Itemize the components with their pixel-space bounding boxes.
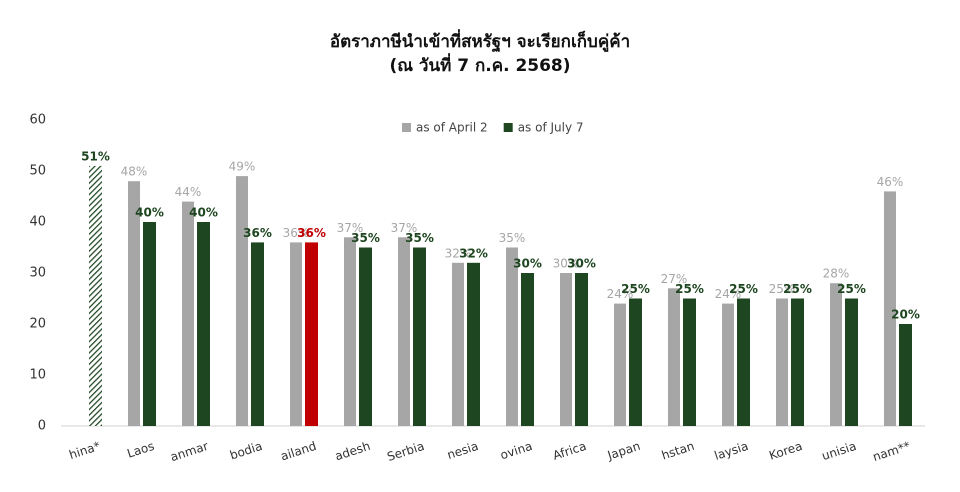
bar: [629, 298, 642, 426]
value-label: 24%: [607, 287, 634, 301]
bar: [413, 247, 426, 426]
value-label: 25%: [837, 282, 866, 296]
x-tick-label: anmar: [169, 439, 210, 464]
x-tick-label: ovina: [499, 439, 534, 462]
x-tick-label: Serbia: [385, 439, 426, 464]
bar: [845, 298, 858, 426]
x-tick-label: adesh: [333, 439, 372, 464]
x-tick-label: Laos: [125, 439, 156, 461]
y-tick-label: 0: [38, 419, 46, 434]
y-tick-label: 40: [29, 215, 46, 230]
bar: [452, 262, 464, 426]
value-label: 35%: [405, 231, 434, 245]
bar: [506, 247, 518, 426]
chart-title: อัตราภาษีนำเข้าที่สหรัฐฯ จะเรียกเก็บคู่ค…: [330, 29, 630, 53]
value-label: 40%: [189, 206, 218, 220]
x-tick-label: hina*: [67, 439, 102, 462]
bar: [884, 191, 896, 426]
x-tick-label: nam**: [871, 439, 912, 464]
bar: [560, 273, 572, 426]
value-label: 36%: [283, 226, 310, 240]
y-tick-label: 30: [29, 266, 46, 281]
value-label: 28%: [823, 267, 850, 281]
bar: [467, 262, 480, 426]
value-label: 37%: [337, 221, 364, 235]
value-label: 24%: [715, 287, 742, 301]
y-tick-label: 60: [29, 113, 46, 128]
value-label: 25%: [769, 282, 796, 296]
value-label: 48%: [121, 165, 148, 179]
bar: [683, 298, 696, 426]
bar: [182, 201, 194, 426]
x-tick-label: bodia: [228, 439, 264, 463]
value-label: 27%: [661, 272, 688, 286]
y-tick-label: 50: [29, 164, 46, 179]
bar: [830, 283, 842, 426]
value-label: 30%: [553, 257, 580, 271]
y-tick-label: 10: [29, 368, 46, 383]
value-label: 32%: [445, 246, 472, 260]
bar: [359, 247, 372, 426]
value-label: 37%: [391, 221, 418, 235]
bar: [197, 222, 210, 426]
x-tick-label: Japan: [605, 439, 642, 463]
bar: [143, 222, 156, 426]
value-label: 20%: [891, 308, 920, 322]
value-label: 25%: [783, 282, 812, 296]
bar: [737, 298, 750, 426]
value-label: 40%: [135, 206, 164, 220]
bar: [305, 242, 318, 426]
value-label: 51%: [81, 149, 110, 163]
bar: [899, 324, 912, 426]
x-tick-label: laysia: [713, 439, 750, 463]
value-label: 46%: [877, 175, 904, 189]
bar: [251, 242, 264, 426]
bar: [344, 237, 356, 426]
bar: [290, 242, 302, 426]
value-label: 25%: [729, 282, 758, 296]
value-label: 25%: [621, 282, 650, 296]
bar: [128, 181, 140, 426]
x-tick-label: ailand: [279, 439, 318, 464]
x-tick-label: hstan: [660, 439, 696, 463]
bar: [776, 298, 788, 426]
bar: [575, 273, 588, 426]
legend-label: as of July 7: [518, 121, 584, 135]
value-label: 49%: [229, 160, 256, 174]
chart-subtitle: (ณ วันที่ 7 ก.ค. 2568): [389, 53, 570, 76]
bar: [236, 176, 248, 426]
value-label: 35%: [499, 231, 526, 245]
value-label: 44%: [175, 185, 202, 199]
y-tick-label: 20: [29, 317, 46, 332]
x-tick-label: nesia: [445, 439, 480, 462]
legend-label: as of April 2: [416, 121, 488, 135]
bar: [521, 273, 534, 426]
value-label: 30%: [513, 257, 542, 271]
value-label: 36%: [297, 226, 326, 240]
bar: [668, 288, 680, 426]
bar: [398, 237, 410, 426]
bar: [614, 303, 626, 426]
bar: [791, 298, 804, 426]
x-tick-label: unisia: [820, 439, 858, 463]
bar: [89, 165, 102, 426]
value-label: 32%: [459, 246, 488, 260]
x-tick-label: Africa: [551, 439, 588, 463]
value-label: 35%: [351, 231, 380, 245]
value-label: 25%: [675, 282, 704, 296]
value-label: 30%: [567, 257, 596, 271]
bar: [722, 303, 734, 426]
value-label: 36%: [243, 226, 272, 240]
legend-swatch: [503, 123, 513, 132]
x-tick-label: Korea: [767, 439, 804, 463]
legend-swatch: [402, 123, 411, 132]
